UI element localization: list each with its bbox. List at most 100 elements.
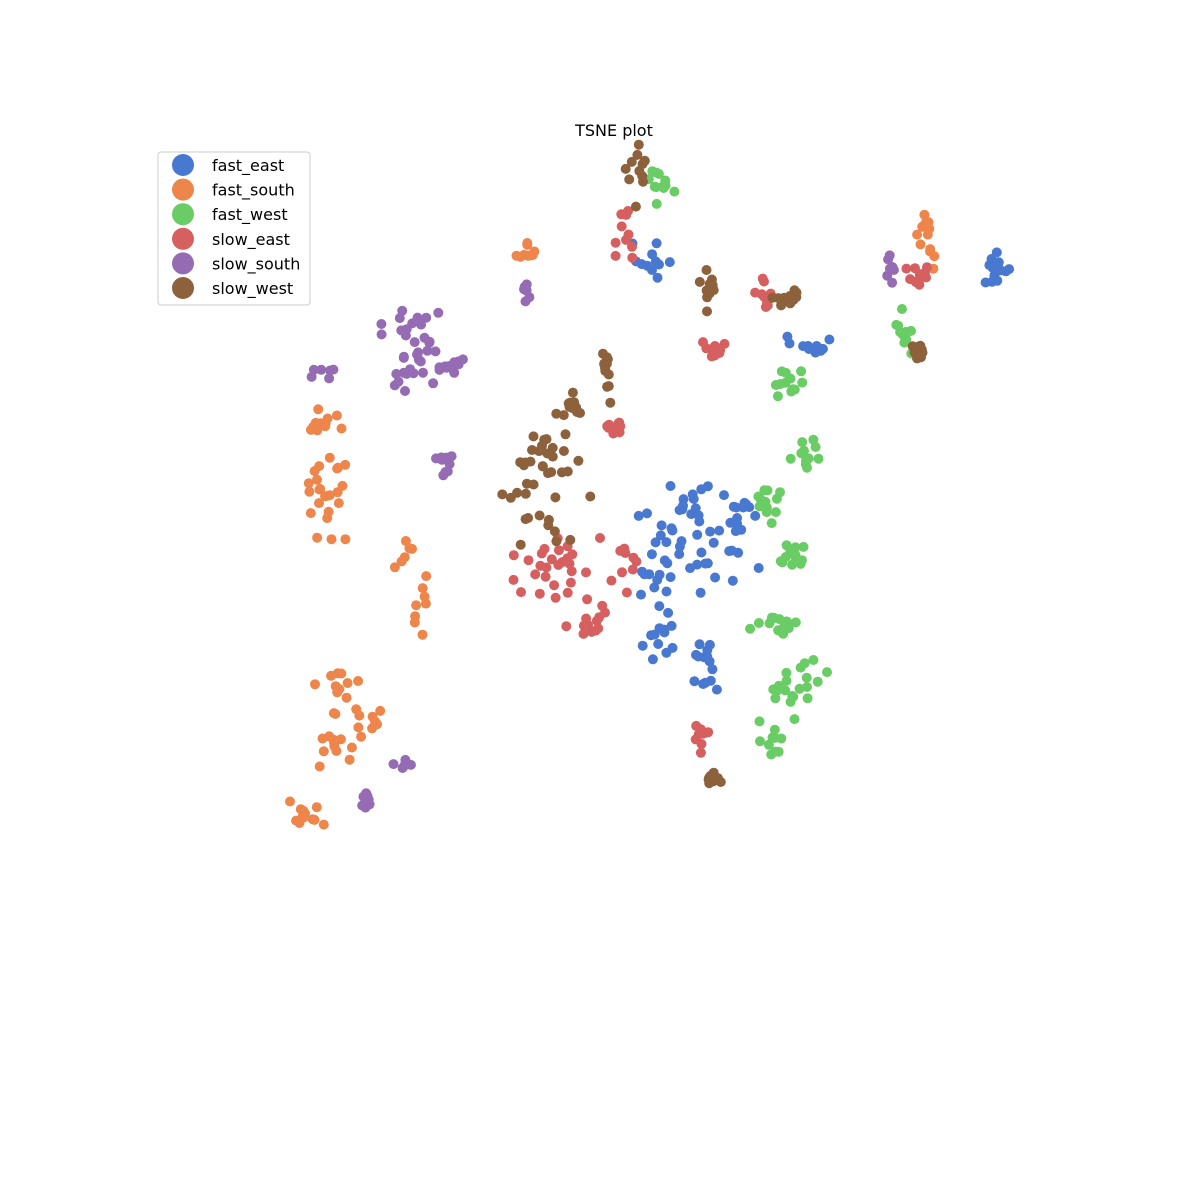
- scatter-point: [812, 676, 823, 687]
- scatter-point: [312, 474, 322, 485]
- scatter-point: [583, 620, 594, 630]
- scatter-point: [689, 676, 700, 687]
- legend-marker: [172, 178, 194, 201]
- scatter-point: [562, 466, 573, 477]
- scatter-point: [399, 552, 410, 563]
- scatter-point: [797, 377, 808, 388]
- scatter-point: [658, 183, 669, 193]
- scatter-point: [703, 727, 714, 738]
- scatter-point: [332, 487, 343, 498]
- scatter-point: [621, 209, 632, 220]
- scatter-point: [627, 252, 638, 263]
- scatter-point: [353, 676, 364, 686]
- scatter-point: [424, 337, 435, 348]
- scatter-point: [770, 507, 781, 518]
- scatter-point: [331, 410, 342, 421]
- scatter-point: [364, 799, 375, 810]
- scatter-point: [528, 431, 539, 442]
- scatter-point: [714, 525, 725, 536]
- scatter-point: [691, 649, 701, 660]
- scatter-point: [320, 421, 331, 432]
- scatter-point: [636, 589, 646, 600]
- scatter-point: [772, 391, 783, 402]
- scatter-point: [915, 239, 926, 250]
- scatter-point: [542, 448, 553, 459]
- scatter-point: [773, 680, 784, 691]
- legend-item-fast_east: fast_east: [172, 154, 284, 176]
- scatter-point: [594, 612, 605, 623]
- scatter-point: [624, 174, 635, 185]
- scatter-point: [310, 679, 320, 690]
- scatter-point: [616, 221, 627, 232]
- scatter-point: [730, 526, 741, 537]
- scatter-point: [515, 457, 526, 468]
- scatter-point: [702, 558, 713, 569]
- scatter-point: [667, 642, 678, 653]
- scatter-point: [497, 489, 508, 500]
- scatter-point: [785, 696, 796, 707]
- scatter-point: [803, 453, 814, 464]
- scatter-point: [711, 684, 722, 695]
- scatter-point: [310, 417, 321, 428]
- scatter-point: [558, 446, 569, 456]
- scatter-point: [795, 558, 806, 569]
- scatter-point: [695, 747, 706, 758]
- scatter-point: [418, 367, 428, 378]
- scatter-point: [336, 423, 347, 434]
- scatter-point: [897, 304, 907, 314]
- scatter-point: [705, 675, 716, 686]
- scatter-point: [781, 675, 792, 686]
- scatter-point: [802, 682, 812, 692]
- scatter-point: [333, 462, 343, 473]
- scatter-point: [678, 494, 689, 505]
- scatter-point: [615, 545, 626, 556]
- scatter-point: [314, 461, 325, 472]
- scatter-point: [562, 587, 573, 598]
- scatter-point: [660, 175, 671, 186]
- scatter-point: [400, 330, 411, 341]
- scatter-point: [773, 625, 784, 636]
- scatter-point: [686, 509, 697, 520]
- scatter-point: [558, 410, 569, 421]
- scatter-point: [398, 351, 409, 362]
- scatter-point: [666, 620, 677, 631]
- legend-label: fast_west: [212, 205, 288, 225]
- legend-label: fast_south: [212, 181, 295, 201]
- scatter-point: [633, 139, 644, 150]
- scatter-point: [882, 270, 893, 281]
- scatter-point: [346, 742, 357, 753]
- scatter-point: [824, 334, 835, 345]
- scatter-point: [599, 358, 610, 369]
- scatter-point: [914, 269, 925, 280]
- scatter-point: [434, 364, 445, 375]
- series-slow_east: [508, 206, 932, 758]
- legend-marker: [172, 203, 194, 226]
- scatter-point: [784, 338, 795, 349]
- legend-label: fast_east: [212, 156, 284, 176]
- legend-item-slow_east: slow_east: [172, 227, 290, 250]
- series-fast_west: [643, 166, 917, 760]
- scatter-point: [753, 491, 764, 502]
- scatter-point: [638, 176, 648, 187]
- legend-item-slow_west: slow_west: [172, 277, 293, 299]
- scatter-point: [719, 338, 730, 349]
- scatter-point: [738, 502, 749, 513]
- scatter-point: [300, 808, 310, 819]
- scatter-point: [560, 429, 571, 440]
- scatter-point: [549, 580, 560, 591]
- scatter-point: [799, 445, 809, 456]
- scatter-point: [323, 506, 334, 517]
- scatter-point: [632, 149, 643, 160]
- scatter-point: [328, 364, 339, 375]
- scatter-point: [989, 270, 1000, 281]
- scatter-point: [753, 563, 764, 573]
- scatter-point: [326, 534, 337, 545]
- scatter-point: [745, 623, 756, 634]
- scatter-point: [520, 296, 531, 307]
- scatter-point: [694, 516, 705, 527]
- scatter-point: [565, 534, 576, 545]
- scatter-point: [776, 733, 787, 744]
- scatter-point: [654, 569, 665, 580]
- scatter-point: [573, 455, 584, 466]
